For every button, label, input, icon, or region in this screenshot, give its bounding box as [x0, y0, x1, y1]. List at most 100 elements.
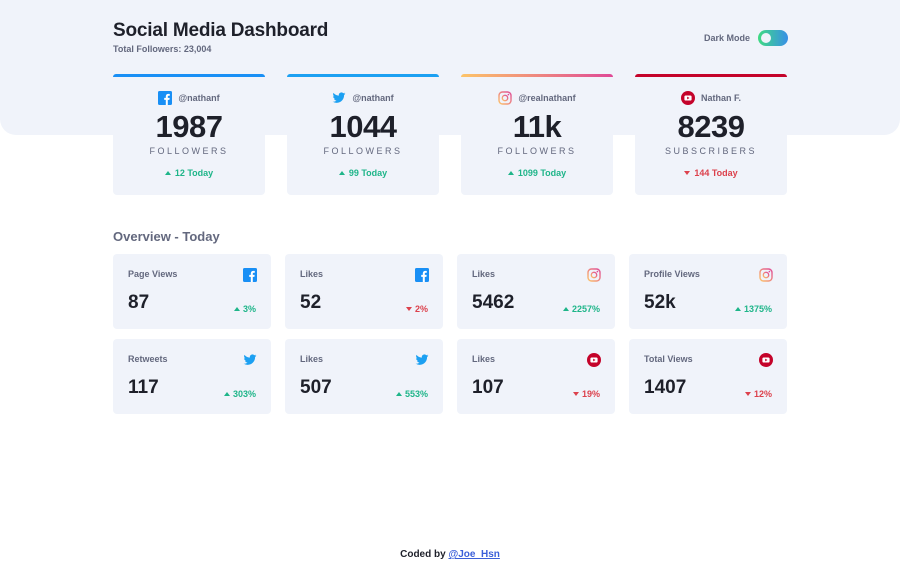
up-arrow-icon	[562, 307, 569, 311]
tile-percent-value: 19%	[581, 389, 600, 399]
up-arrow-icon	[507, 171, 514, 175]
tile-percent-value: 3%	[242, 304, 256, 314]
tile-percent: 2%	[405, 304, 428, 314]
youtube-icon	[759, 353, 773, 367]
card-unit: FOLLOWERS	[497, 146, 577, 156]
card-facebook[interactable]: @nathanf 1987 FOLLOWERS 12 Today	[113, 74, 265, 195]
card-unit: FOLLOWERS	[323, 146, 403, 156]
overview-tile[interactable]: Likes 5462 2257%	[457, 254, 615, 329]
tile-value: 52	[300, 292, 322, 313]
up-arrow-icon	[164, 171, 171, 175]
facebook-icon	[415, 268, 429, 282]
twitter-icon	[243, 354, 257, 365]
card-today: 1099 Today	[461, 168, 613, 178]
down-arrow-icon	[684, 171, 691, 175]
card-count: 11k	[512, 109, 562, 144]
up-arrow-icon	[338, 171, 345, 175]
card-today-value: 12 Today	[174, 168, 214, 178]
card-count: 1044	[329, 109, 397, 144]
down-arrow-icon	[744, 392, 751, 396]
dark-mode-label: Dark Mode	[703, 33, 750, 43]
overview-tile[interactable]: Retweets 117 303%	[113, 339, 271, 414]
up-arrow-icon	[223, 392, 230, 396]
tile-label: Likes	[472, 269, 496, 279]
overview-tile[interactable]: Total Views 1407 12%	[629, 339, 787, 414]
tile-percent: 2257%	[562, 304, 600, 314]
card-today-value: 144 Today	[694, 168, 738, 178]
author-link[interactable]: @Joe_Hsn	[448, 549, 500, 560]
twitter-icon	[332, 92, 346, 103]
card-handle: Nathan F.	[700, 93, 741, 103]
card-handle-row: @nathanf	[287, 90, 439, 106]
tile-percent-value: 2257%	[571, 304, 600, 314]
tile-label: Total Views	[644, 354, 693, 364]
card-handle-row: @realnathanf	[461, 90, 613, 106]
youtube-icon	[587, 353, 601, 367]
footer-prefix: Coded by	[400, 549, 446, 560]
card-handle: @realnathanf	[518, 93, 576, 103]
instagram-icon	[498, 91, 513, 105]
up-arrow-icon	[233, 307, 240, 311]
facebook-icon	[158, 91, 173, 105]
tile-value: 87	[128, 292, 150, 313]
tile-percent: 553%	[395, 389, 428, 399]
card-today: 12 Today	[113, 168, 265, 178]
tile-percent: 12%	[744, 389, 772, 399]
card-today-value: 99 Today	[348, 168, 388, 178]
card-instagram[interactable]: @realnathanf 11k FOLLOWERS 1099 Today	[461, 74, 613, 195]
up-arrow-icon	[395, 392, 402, 396]
tile-percent-value: 2%	[414, 304, 428, 314]
tile-label: Likes	[300, 354, 324, 364]
up-arrow-icon	[734, 307, 741, 311]
tile-percent-value: 553%	[404, 389, 428, 399]
down-arrow-icon	[572, 392, 579, 396]
card-count: 8239	[677, 109, 745, 144]
card-today-value: 1099 Today	[517, 168, 567, 178]
tile-value: 507	[300, 377, 332, 398]
card-handle-row: Nathan F.	[635, 90, 787, 106]
card-today: 99 Today	[287, 168, 439, 178]
toggle-knob	[761, 33, 771, 43]
facebook-icon	[243, 268, 257, 282]
tile-label: Retweets	[128, 354, 168, 364]
twitter-icon	[415, 354, 429, 365]
tile-percent: 19%	[572, 389, 600, 399]
card-unit: FOLLOWERS	[149, 146, 229, 156]
total-followers: Total Followers: 23,004	[113, 44, 212, 54]
card-unit: SUBSCRIBERS	[664, 146, 758, 156]
down-arrow-icon	[405, 307, 412, 311]
overview-tile[interactable]: Page Views 87 3%	[113, 254, 271, 329]
card-youtube[interactable]: Nathan F. 8239 SUBSCRIBERS 144 Today	[635, 74, 787, 195]
tile-percent: 1375%	[734, 304, 772, 314]
card-handle: @nathanf	[352, 93, 394, 103]
card-count: 1987	[155, 109, 223, 144]
follower-cards: @nathanf 1987 FOLLOWERS 12 Today @nathan…	[113, 74, 788, 195]
dashboard-header: Social Media Dashboard Total Followers: …	[113, 20, 788, 60]
tile-value: 117	[128, 377, 159, 398]
card-twitter[interactable]: @nathanf 1044 FOLLOWERS 99 Today	[287, 74, 439, 195]
card-handle: @nathanf	[178, 93, 220, 103]
tile-label: Likes	[300, 269, 324, 279]
dark-mode-control: Dark Mode	[704, 30, 788, 46]
tile-percent-value: 303%	[232, 389, 256, 399]
instagram-icon	[759, 268, 773, 282]
overview-title: Overview - Today	[113, 229, 220, 244]
footer: Coded by @Joe_Hsn	[0, 549, 900, 560]
overview-tile[interactable]: Likes 107 19%	[457, 339, 615, 414]
tile-label: Likes	[472, 354, 496, 364]
dark-mode-toggle[interactable]	[758, 30, 788, 46]
tile-label: Profile Views	[644, 269, 700, 279]
overview-tile[interactable]: Likes 52 2%	[285, 254, 443, 329]
card-handle-row: @nathanf	[113, 90, 265, 106]
tile-value: 52k	[644, 292, 676, 313]
tile-label: Page Views	[128, 269, 178, 279]
overview-grid: Page Views 87 3% Likes 52 2% Likes 5462 …	[113, 254, 788, 414]
overview-tile[interactable]: Likes 507 553%	[285, 339, 443, 414]
overview-tile[interactable]: Profile Views 52k 1375%	[629, 254, 787, 329]
tile-percent: 3%	[233, 304, 256, 314]
tile-percent: 303%	[223, 389, 256, 399]
tile-percent-value: 12%	[753, 389, 772, 399]
tile-value: 1407	[644, 377, 687, 398]
card-today: 144 Today	[635, 168, 787, 178]
page-title: Social Media Dashboard	[113, 20, 329, 41]
